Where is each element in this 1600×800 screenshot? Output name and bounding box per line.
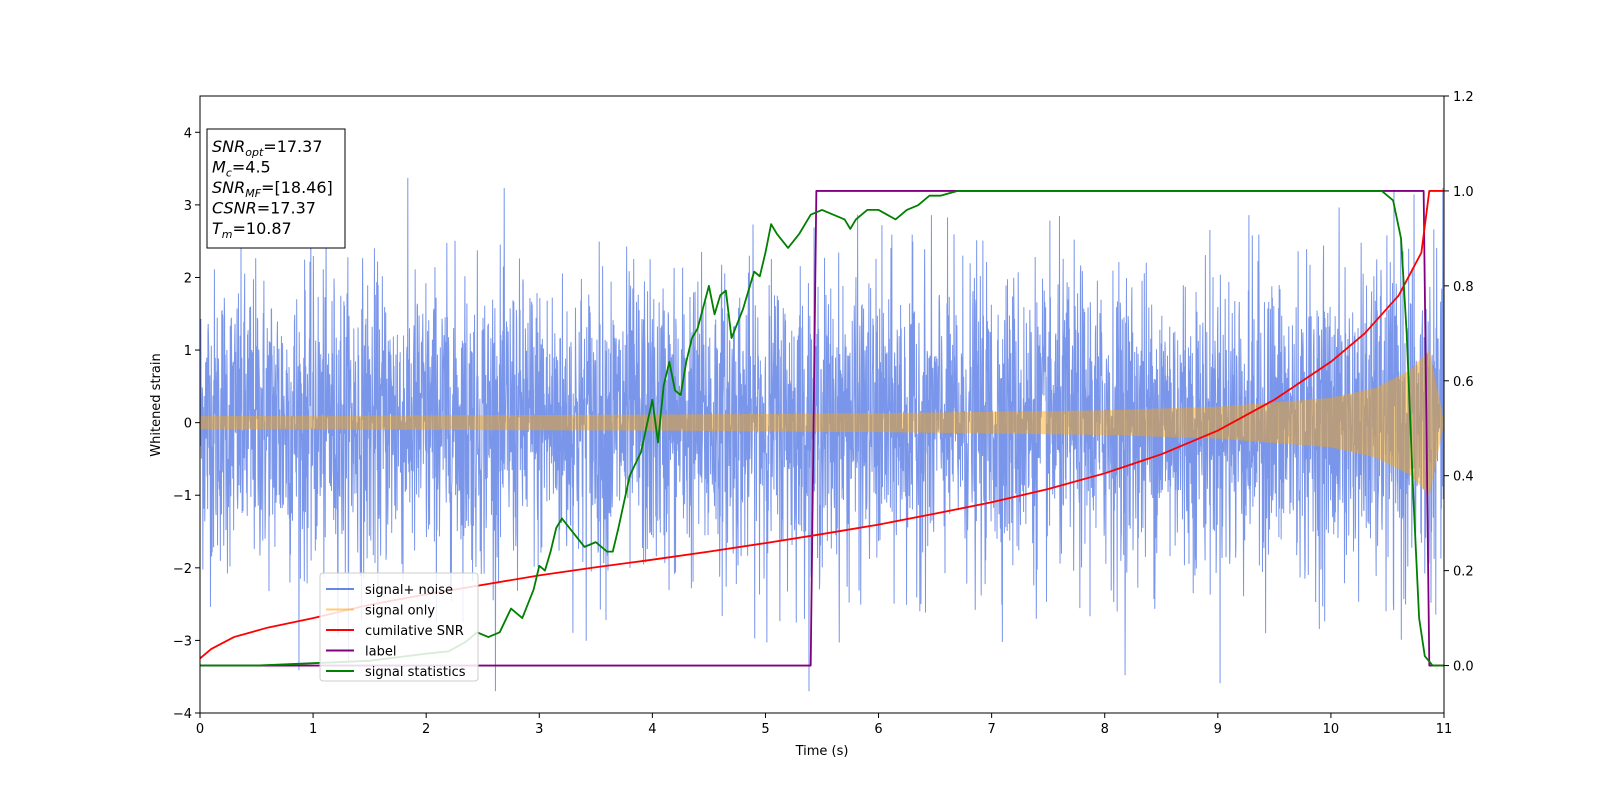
- x-tick-label: 9: [1214, 722, 1222, 737]
- y-axis-label: Whitened strain: [149, 353, 164, 456]
- legend-entries: signal+ noise signal only cumilative SNR la…: [326, 583, 466, 680]
- x-tick-label: 0: [196, 722, 204, 737]
- x-tick-label: 8: [1101, 722, 1109, 737]
- x-tick-label: 4: [648, 722, 656, 737]
- annotation-line: SNRMF=[18.46]: [212, 178, 333, 200]
- legend-label: signal+ noise: [365, 583, 453, 598]
- y2-tick-label: 0.4: [1453, 470, 1474, 485]
- legend-label: label: [365, 645, 396, 660]
- y2-tick-label: 1.0: [1453, 185, 1474, 200]
- x-tick-label: 11: [1436, 722, 1453, 737]
- y2-tick-label: 0.2: [1453, 565, 1474, 580]
- y-tick-label: 3: [184, 199, 192, 214]
- legend: signal+ noise signal only cumilative SNR la…: [319, 572, 479, 682]
- series-signal-statistics: [200, 190, 1444, 667]
- annotation-line: SNRopt=17.37: [212, 137, 323, 159]
- legend-label: signal statistics: [365, 665, 466, 680]
- x-tick-label: 7: [987, 722, 995, 737]
- annotation-line: CSNR=17.37: [212, 199, 316, 218]
- y-tick-label: 2: [184, 271, 192, 286]
- y2-tick-label: 0.8: [1453, 280, 1474, 295]
- y-tick-label: 0: [184, 417, 192, 432]
- y-tick-label: −4: [173, 707, 192, 722]
- axes-frame: [199, 95, 1445, 714]
- x-tick-label: 10: [1323, 722, 1340, 737]
- y-tick-label: 1: [184, 344, 192, 359]
- x-tick-label: 2: [422, 722, 430, 737]
- y-tick-label: 4: [184, 126, 192, 141]
- legend-label: signal only: [365, 604, 435, 619]
- series-signal-only: [200, 350, 1444, 496]
- annotation-line: Tm=10.87: [212, 219, 292, 241]
- y2-tick-label: 1.2: [1453, 90, 1474, 105]
- y2-tick-label: 0.6: [1453, 375, 1474, 390]
- axes-ticks: 0 1 2 3 4 5 6 7 8 9 10 11 −4 −3 −2 −1 0 1 2 3 4 0.0 0.2 0.4 0.6 0…: [173, 90, 1474, 737]
- x-tick-label: 1: [309, 722, 317, 737]
- annotation-line: Mc=4.5: [212, 158, 271, 180]
- legend-label: cumilative SNR: [365, 624, 464, 639]
- series-signal-noise: [200, 177, 1444, 692]
- x-axis-label: Time (s): [795, 744, 849, 759]
- y2-tick-label: 0.0: [1453, 660, 1474, 675]
- y-tick-label: −2: [173, 562, 192, 577]
- x-tick-label: 6: [874, 722, 882, 737]
- annotation-frame: [206, 128, 346, 249]
- legend-frame: [319, 572, 479, 682]
- annotation-box: SNRopt=17.37Mc=4.5SNRMF=[18.46]CSNR=17.3…: [206, 128, 346, 249]
- annotation-text: SNRopt=17.37Mc=4.5SNRMF=[18.46]CSNR=17.3…: [212, 137, 333, 241]
- x-tick-label: 5: [761, 722, 769, 737]
- x-tick-label: 3: [535, 722, 543, 737]
- y-tick-label: −1: [173, 489, 192, 504]
- y-tick-label: −3: [173, 634, 192, 649]
